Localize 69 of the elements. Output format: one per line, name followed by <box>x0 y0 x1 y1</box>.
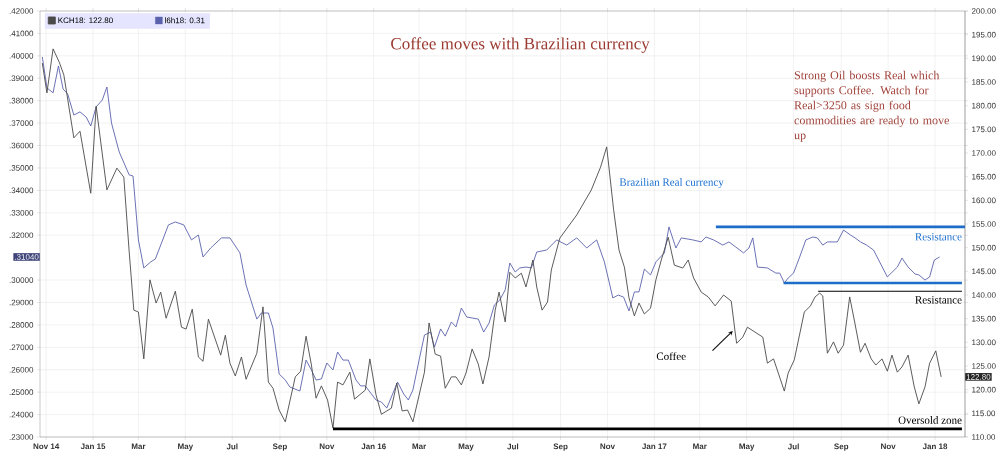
x-tick-label: Jul <box>787 443 799 450</box>
y2-tick-label: 200.00 <box>971 8 996 14</box>
annotation: Resistance <box>915 296 962 304</box>
y-tick-label: .32000 <box>9 232 34 239</box>
x-tick-label: Nov <box>881 443 896 450</box>
y-tick-label: .34000 <box>9 187 34 194</box>
y2-tick-label: 145.00 <box>972 268 996 275</box>
x-tick-label: Nov <box>600 443 615 450</box>
x-tick-label: Jan 17 <box>642 443 667 450</box>
annotation: Resistance <box>915 233 962 241</box>
x-tick-label: Nov <box>319 443 335 450</box>
y2-tick-label: 140.00 <box>972 292 996 298</box>
y2-tick-label: 130.00 <box>972 339 996 346</box>
y2-tick-label: 120.00 <box>972 386 996 393</box>
y2-tick-label: 190.00 <box>972 55 996 62</box>
text: Coffee moves with Brazilian currency <box>391 37 650 53</box>
x-tick-label: Jan 18 <box>922 443 948 450</box>
y2-tick-label: 185.00 <box>972 79 996 85</box>
y-tick-label: .33000 <box>9 209 34 216</box>
y-tick-label: .30000 <box>9 277 34 283</box>
legend-label: l6h18: 0.31 <box>165 17 205 24</box>
x-tick-label: Jul <box>507 443 519 450</box>
annotation: Oversold zone <box>898 416 962 424</box>
y-tick-label: .42000 <box>9 8 34 14</box>
y-tick-label: .26000 <box>9 366 34 373</box>
x-tick-label: Sep <box>834 443 849 451</box>
legend-label: KCH18: 122.80 <box>58 17 113 24</box>
y-tick-label: .23000 <box>9 434 34 440</box>
y-tick-label: .39000 <box>9 75 34 82</box>
y-tick-label: .40000 <box>9 53 34 59</box>
x-tick-label: May <box>178 443 194 451</box>
y-tick-label: .41000 <box>9 30 34 37</box>
x-tick-label: Jan 15 <box>80 443 106 450</box>
y2-tick-label: 195.00 <box>972 31 996 38</box>
y-tick-label: .36000 <box>9 142 34 149</box>
y2-tick-label: 175.00 <box>972 126 996 133</box>
y-tick-label: .35000 <box>9 165 34 171</box>
x-tick-label: Jan 16 <box>361 443 386 450</box>
x-tick-label: Nov 14 <box>33 443 60 450</box>
annotation: Brazilian Real currency <box>619 178 724 189</box>
y-tick-label: .38000 <box>9 97 34 104</box>
y-tick-label: .29000 <box>9 299 34 306</box>
annotation: Strong Oil boosts Real which supports Coffee. Watch for Real>3250 as sign food commodities are ready to move up <box>794 70 949 142</box>
y2-tick-label: 115.00 <box>972 410 996 417</box>
y2-tick-label: 150.00 <box>972 244 996 251</box>
x-tick-label: Mar <box>412 443 427 450</box>
y2-tick-label: 125.00 <box>972 363 996 369</box>
x-tick-label: Jul <box>226 443 238 450</box>
y-tick-label: .25000 <box>9 389 34 395</box>
text: .31040 <box>15 254 39 260</box>
x-tick-label: May <box>739 443 755 451</box>
y2-tick-label: 135.00 <box>972 315 996 322</box>
y-tick-label: .27000 <box>9 344 34 351</box>
x-tick-label: Sep <box>553 443 568 451</box>
y2-tick-label: 155.00 <box>972 221 996 227</box>
x-tick-label: Sep <box>272 443 287 451</box>
y2-tick-label: 160.00 <box>972 197 996 204</box>
y-tick-label: .28000 <box>9 322 34 328</box>
y2-tick-label: 170.00 <box>972 150 996 156</box>
y-tick-label: .24000 <box>9 411 34 418</box>
y2-tick-label: 110.00 <box>972 434 996 440</box>
y2-tick-label: 180.00 <box>972 102 996 109</box>
x-tick-label: Mar <box>693 443 707 450</box>
x-tick-label: May <box>458 443 474 451</box>
annotation: Coffee <box>656 352 686 360</box>
text: 122.80 <box>966 374 991 380</box>
y-tick-label: .37000 <box>9 120 34 126</box>
x-tick-label: Mar <box>131 443 146 450</box>
y2-tick-label: 165.00 <box>972 173 996 180</box>
